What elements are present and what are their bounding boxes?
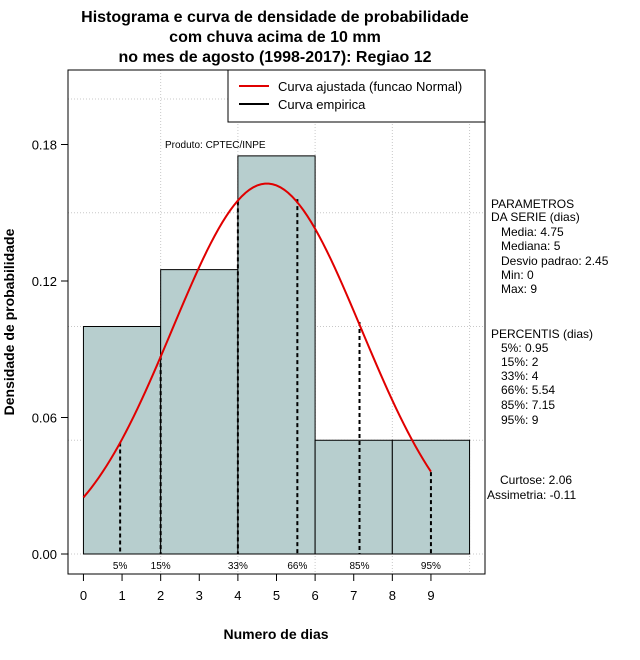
percentile-label: 85% [350,561,370,572]
x-tick-label: 1 [118,588,125,603]
histogram-bar [391,439,471,555]
histogram-bars [82,155,471,555]
title-line-2: com chuva acima de 10 mm [169,29,381,46]
parametros-line: DA SERIE (dias) [491,210,580,224]
fitted-normal-curve [82,182,432,499]
percentile-label: 5% [113,561,128,572]
legend-box [227,69,486,123]
y-tick-label: 0.18 [32,138,57,153]
x-tick-label: 0 [80,588,87,603]
percentile-label: 66% [287,561,307,572]
x-tick-label: 8 [389,588,396,603]
x-tick-label: 6 [311,588,318,603]
x-tick-label: 7 [350,588,357,603]
percentis-line: 85%: 7.15 [491,398,555,412]
percentile-lines: 5% 15% 33% 66% 85% 95% [113,199,441,572]
histogram-bar [160,269,239,555]
percentis-line: 95%: 9 [491,413,539,427]
legend: Curva ajustada (funcao Normal) Curva emp… [227,69,486,123]
percentile-label: 15% [151,561,171,572]
parametros-line: Min: 0 [491,268,534,282]
x-tick-label: 2 [157,588,164,603]
y-tick-label: 0.00 [32,547,57,562]
percentile-label: 95% [421,561,441,572]
x-axis: 0 1 2 3 4 5 6 7 8 9 [80,574,435,603]
curtose-value: Curtose: 2.06 [500,473,572,487]
percentile-label: 33% [228,561,248,572]
percentis-panel: PERCENTIS (dias) 5%: 0.95 15%: 2 33%: 4 … [491,327,593,427]
parametros-line: Media: 4.75 [491,225,564,239]
percentis-line: PERCENTIS (dias) [491,327,593,341]
percentis-line: 5%: 0.95 [491,341,549,355]
assimetria-value: Assimetria: -0.11 [487,488,576,502]
parametros-line: Desvio padrao: 2.45 [491,254,609,268]
percentis-line: 15%: 2 [491,355,539,369]
y-tick-label: 0.06 [32,411,57,426]
percentis-line: 33%: 4 [491,369,539,383]
y-axis: 0.00 0.06 0.12 0.18 [32,138,68,562]
x-tick-label: 3 [196,588,203,603]
y-axis-label: Densidade de probabilidade [1,228,17,415]
produto-annotation: Produto: CPTEC/INPE [165,140,266,151]
x-tick-label: 5 [273,588,280,603]
legend-label-empirical: Curva empirica [278,97,366,112]
x-axis-label: Numero de dias [223,626,328,642]
title-line-1: Histograma e curva de densidade de proba… [81,9,469,26]
title-line-3: no mes de agosto (1998-2017): Regiao 12 [119,49,432,66]
x-tick-label: 9 [427,588,434,603]
parametros-line: Max: 9 [491,282,537,296]
y-tick-label: 0.12 [32,274,57,289]
percentis-line: 66%: 5.54 [491,383,555,397]
x-tick-label: 4 [234,588,241,603]
legend-label-fitted: Curva ajustada (funcao Normal) [278,79,462,94]
parametros-line: PARAMETROS [491,197,574,211]
parametros-line: Mediana: 5 [491,239,561,253]
chart-title: Histograma e curva de densidade de proba… [81,9,469,66]
parametros-panel: PARAMETROS DA SERIE (dias) Media: 4.75 M… [491,197,609,296]
histogram-bar [314,439,393,555]
histogram-bar [237,155,316,555]
